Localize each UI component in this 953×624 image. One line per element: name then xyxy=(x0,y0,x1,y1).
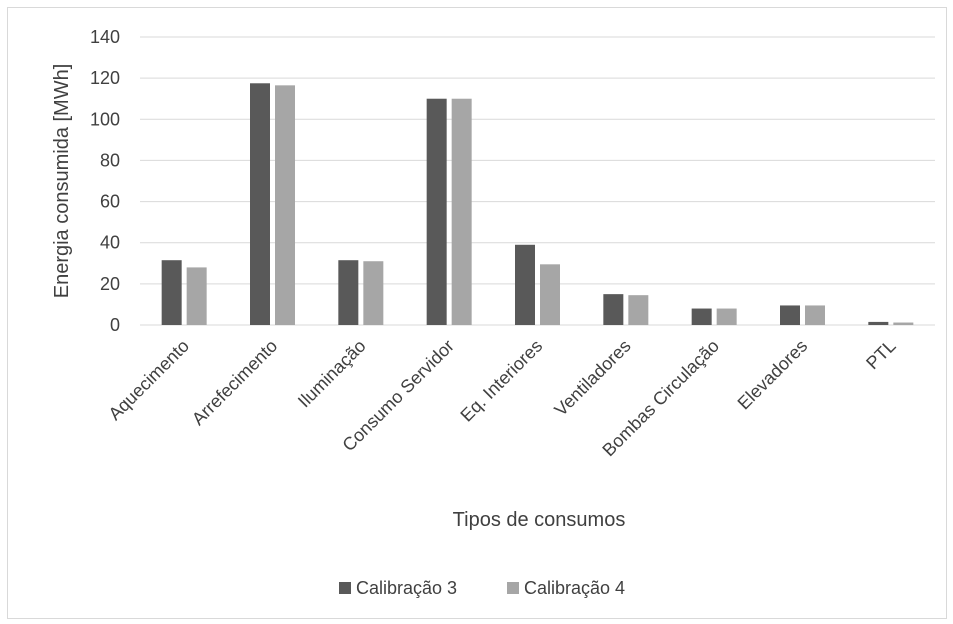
y-tick-label: 60 xyxy=(100,192,120,212)
x-tick-label-aquecimento: Aquecimento xyxy=(105,336,193,424)
bar-elevadores-calibracao-3 xyxy=(780,305,800,325)
bar-aquecimento-calibracao-3 xyxy=(161,260,182,325)
legend: Calibração 3 Calibração 4 xyxy=(339,578,625,598)
y-tick-label: 80 xyxy=(100,150,120,170)
bars xyxy=(161,83,914,326)
bar-elevadores-calibracao-4 xyxy=(805,305,825,325)
y-tick-label: 20 xyxy=(100,274,120,294)
bar-ventiladores-calibracao-3 xyxy=(603,294,624,325)
x-tick-label-ptl: PTL xyxy=(862,336,899,373)
y-tick-label: 140 xyxy=(90,27,120,47)
y-axis-title: Energia consumida [MWh] xyxy=(51,64,73,299)
bar-ptl-calibracao-3 xyxy=(868,321,889,325)
bar-bombas-circulacao-calibracao-4 xyxy=(716,308,737,325)
bar-arrefecimento-calibracao-4 xyxy=(275,85,295,325)
bar-aquecimento-calibracao-4 xyxy=(186,267,207,325)
bar-consumo-servidor-calibracao-3 xyxy=(426,98,447,325)
bar-consumo-servidor-calibracao-4 xyxy=(451,98,472,325)
bar-ptl-calibracao-4 xyxy=(893,322,914,325)
bar-bombas-circulacao-calibracao-3 xyxy=(691,308,712,325)
x-tick-label-elevadores: Elevadores xyxy=(734,336,812,414)
legend-label-calibracao-3: Calibração 3 xyxy=(356,578,457,598)
y-tick-label: 0 xyxy=(110,315,120,335)
bar-iluminacao-calibracao-3 xyxy=(338,260,359,325)
bar-eq-interiores-calibracao-3 xyxy=(515,244,535,325)
x-tick-label-arrefecimento: Arrefecimento xyxy=(188,336,281,429)
grid-lines xyxy=(140,36,935,326)
x-axis-title: Tipos de consumos xyxy=(453,509,626,531)
bar-ventiladores-calibracao-4 xyxy=(628,295,649,325)
y-tick-label: 120 xyxy=(90,68,120,88)
legend-swatch-calibracao-3 xyxy=(339,582,351,594)
legend-label-calibracao-4: Calibração 4 xyxy=(524,578,625,598)
bar-arrefecimento-calibracao-3 xyxy=(250,83,270,326)
bar-iluminacao-calibracao-4 xyxy=(363,261,384,325)
x-tick-label-iluminacao: Iluminação xyxy=(294,336,370,412)
y-tick-label: 40 xyxy=(100,233,120,253)
y-axis-ticks: 0 20 40 60 80 100 120 140 xyxy=(90,27,120,335)
legend-swatch-calibracao-4 xyxy=(507,582,519,594)
bar-eq-interiores-calibracao-4 xyxy=(540,264,560,325)
x-tick-label-eq-interiores: Eq. Interiores xyxy=(456,336,546,426)
y-tick-label: 100 xyxy=(90,109,120,129)
x-tick-label-ventiladores: Ventiladores xyxy=(550,336,634,420)
